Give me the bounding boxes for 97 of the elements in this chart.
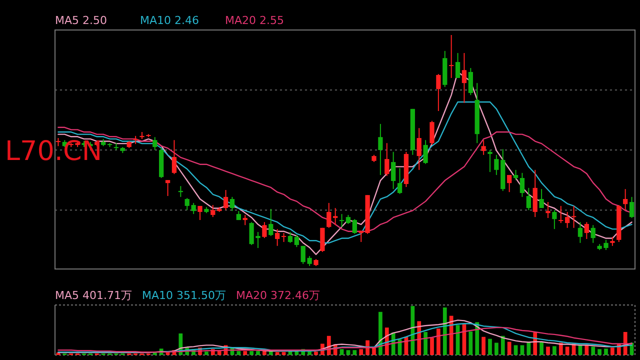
candlestick bbox=[320, 227, 325, 252]
candlestick bbox=[262, 222, 267, 239]
bar bbox=[372, 348, 376, 355]
bar bbox=[488, 338, 492, 355]
text: MA20 2.55 bbox=[225, 14, 284, 27]
bar bbox=[217, 351, 222, 355]
candlestick bbox=[230, 196, 235, 212]
candlestick bbox=[288, 232, 293, 244]
bar bbox=[591, 346, 596, 355]
bar bbox=[500, 336, 505, 355]
bar bbox=[262, 351, 266, 355]
bar bbox=[514, 345, 518, 355]
candlestick bbox=[539, 188, 544, 209]
candlestick bbox=[326, 202, 332, 228]
bar bbox=[546, 346, 550, 355]
bar bbox=[424, 332, 428, 355]
annotation: L70.CN bbox=[5, 136, 102, 167]
bar bbox=[250, 351, 254, 355]
candlestick bbox=[416, 128, 422, 170]
candlestick bbox=[513, 169, 518, 181]
bar bbox=[204, 352, 208, 355]
candlestick bbox=[294, 234, 299, 248]
candlestick bbox=[346, 214, 351, 224]
bar bbox=[482, 336, 486, 355]
candlestick bbox=[578, 222, 583, 244]
text: MA10 351.50万 bbox=[142, 289, 226, 302]
bar bbox=[604, 348, 608, 355]
bar bbox=[410, 306, 415, 355]
candlestick bbox=[352, 218, 357, 234]
bar bbox=[494, 342, 498, 355]
candlestick bbox=[526, 187, 531, 211]
bar bbox=[552, 346, 556, 355]
bar bbox=[275, 352, 280, 355]
bar bbox=[378, 312, 382, 355]
bar bbox=[236, 351, 241, 355]
candlestick bbox=[436, 74, 441, 112]
bar bbox=[526, 342, 531, 355]
bar bbox=[540, 342, 544, 355]
text: MA10 2.46 bbox=[140, 14, 200, 27]
candlestick bbox=[275, 228, 280, 246]
candlestick bbox=[610, 236, 615, 246]
candlestick bbox=[546, 202, 550, 218]
bar bbox=[442, 307, 447, 355]
bar bbox=[430, 338, 434, 355]
bar bbox=[598, 349, 602, 355]
candlestick bbox=[430, 120, 434, 146]
bar bbox=[282, 352, 286, 355]
candlestick bbox=[481, 140, 486, 156]
candlestick bbox=[468, 68, 473, 96]
candlestick bbox=[571, 205, 576, 228]
bar bbox=[520, 345, 524, 355]
candlestick bbox=[455, 52, 460, 78]
bar bbox=[340, 349, 344, 355]
text: MA5 2.50 bbox=[55, 14, 108, 27]
candlestick bbox=[391, 151, 396, 190]
bar bbox=[352, 350, 357, 355]
candlestick bbox=[623, 188, 628, 211]
candlestick bbox=[333, 208, 338, 226]
bar bbox=[359, 349, 364, 355]
bar bbox=[449, 316, 454, 355]
candlestick bbox=[198, 205, 202, 221]
candlestick bbox=[165, 180, 170, 197]
bar bbox=[507, 342, 512, 355]
candlestick bbox=[268, 208, 274, 236]
candlestick bbox=[584, 222, 589, 240]
candlestick bbox=[488, 150, 492, 172]
candlestick bbox=[590, 224, 596, 244]
candlestick bbox=[552, 210, 557, 230]
bar bbox=[314, 352, 318, 355]
candlestick bbox=[462, 52, 467, 104]
candlestick bbox=[378, 123, 383, 176]
candlestick bbox=[281, 232, 286, 242]
candlestick bbox=[172, 140, 177, 175]
candlestick bbox=[397, 168, 402, 194]
candlestick bbox=[558, 205, 564, 224]
bar bbox=[468, 331, 473, 355]
candlestick bbox=[339, 214, 344, 228]
candlestick bbox=[565, 211, 570, 228]
text: MA20 372.46万 bbox=[236, 289, 320, 302]
candlestick bbox=[520, 172, 525, 198]
bar bbox=[308, 352, 312, 355]
candlestick bbox=[242, 214, 248, 226]
bar bbox=[436, 328, 440, 355]
candlestick bbox=[629, 196, 634, 218]
candlestick bbox=[423, 140, 428, 164]
candlestick bbox=[210, 204, 216, 218]
bar bbox=[565, 346, 570, 355]
candlestick bbox=[449, 34, 454, 78]
bar bbox=[256, 351, 260, 355]
bar bbox=[346, 350, 350, 355]
text: MA5 401.71万 bbox=[55, 289, 132, 302]
candlestick bbox=[223, 190, 228, 211]
candlestick bbox=[507, 174, 512, 193]
candlestick bbox=[384, 142, 390, 176]
bar bbox=[243, 351, 248, 355]
candlestick bbox=[152, 136, 158, 151]
bar bbox=[610, 348, 614, 355]
